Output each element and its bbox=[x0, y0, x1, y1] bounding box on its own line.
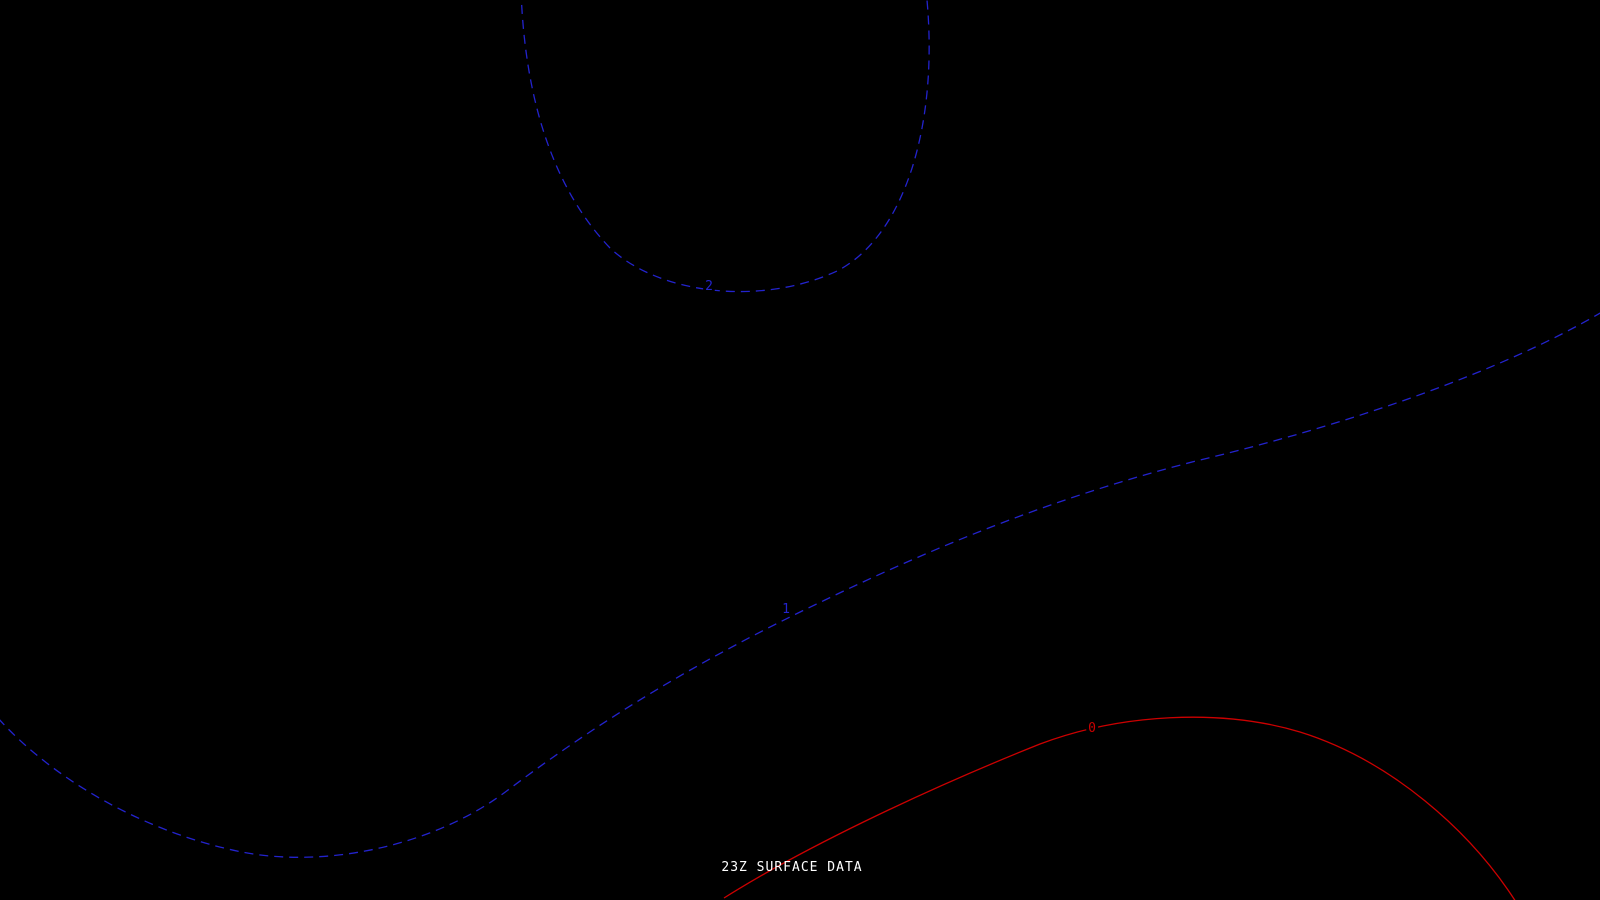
contour-line-level-1 bbox=[0, 312, 1600, 858]
contour-label-1: 1 bbox=[782, 602, 790, 617]
contour-label-0: 0 bbox=[1088, 721, 1096, 736]
contour-line-level-0 bbox=[723, 716, 1516, 900]
contour-label-2: 2 bbox=[705, 279, 713, 294]
chart-title-caption: 23Z SURFACE DATA bbox=[721, 860, 862, 875]
contour-line-level-2 bbox=[520, 0, 930, 293]
